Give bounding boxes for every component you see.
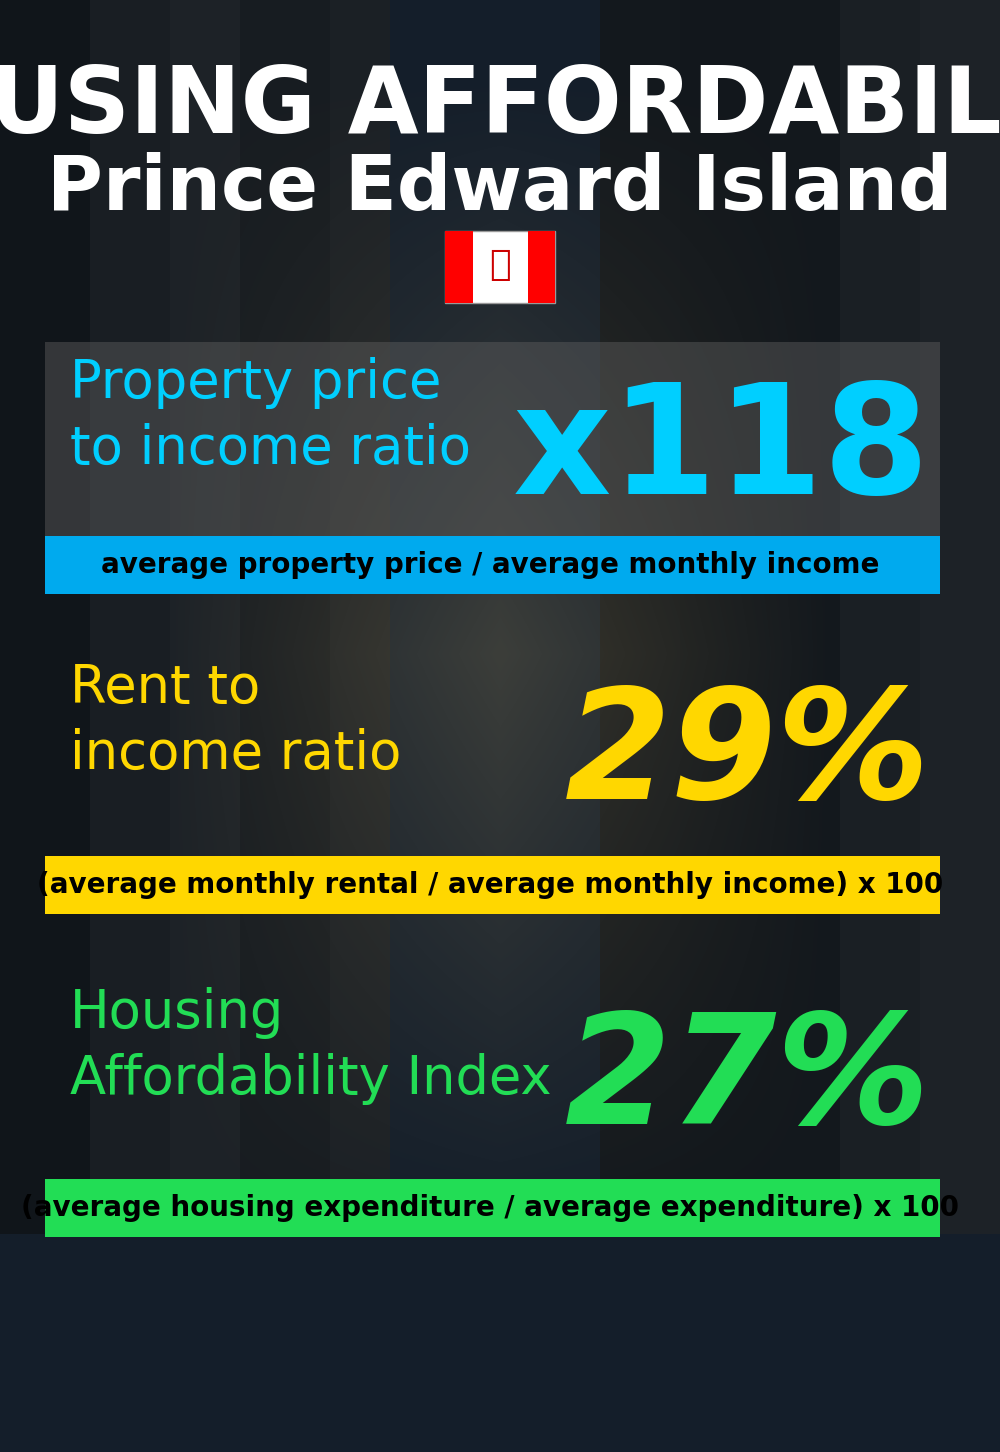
Text: 🍁: 🍁 xyxy=(489,248,511,282)
FancyBboxPatch shape xyxy=(45,536,940,594)
Text: 27%: 27% xyxy=(564,1008,930,1156)
Text: Prince Edward Island: Prince Edward Island xyxy=(47,152,953,227)
Text: Rent to
income ratio: Rent to income ratio xyxy=(70,662,401,780)
Text: average property price / average monthly income: average property price / average monthly… xyxy=(101,550,879,579)
Text: Housing
Affordability Index: Housing Affordability Index xyxy=(70,987,552,1105)
FancyBboxPatch shape xyxy=(45,343,940,562)
FancyBboxPatch shape xyxy=(528,231,555,303)
Text: Property price
to income ratio: Property price to income ratio xyxy=(70,357,471,475)
Text: (average housing expenditure / average expenditure) x 100: (average housing expenditure / average e… xyxy=(21,1194,959,1223)
Text: 29%: 29% xyxy=(564,682,930,831)
FancyBboxPatch shape xyxy=(445,231,473,303)
Text: x118: x118 xyxy=(513,378,930,526)
Text: HOUSING AFFORDABILITY: HOUSING AFFORDABILITY xyxy=(0,62,1000,152)
Text: (average monthly rental / average monthly income) x 100: (average monthly rental / average monthl… xyxy=(37,871,943,899)
FancyBboxPatch shape xyxy=(45,1179,940,1237)
FancyBboxPatch shape xyxy=(45,857,940,913)
FancyBboxPatch shape xyxy=(445,231,555,303)
